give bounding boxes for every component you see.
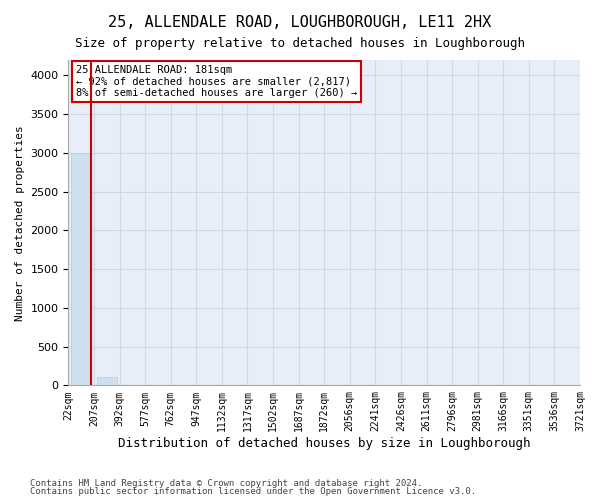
Bar (71, 153, 91, 386)
Bar (97, 377, 117, 386)
X-axis label: Distribution of detached houses by size in Loughborough: Distribution of detached houses by size … (118, 437, 530, 450)
Y-axis label: Number of detached properties: Number of detached properties (15, 125, 25, 320)
Text: 25, ALLENDALE ROAD, LOUGHBOROUGH, LE11 2HX: 25, ALLENDALE ROAD, LOUGHBOROUGH, LE11 2… (109, 15, 491, 30)
Text: 25 ALLENDALE ROAD: 181sqm
← 92% of detached houses are smaller (2,817)
8% of sem: 25 ALLENDALE ROAD: 181sqm ← 92% of detac… (76, 65, 358, 98)
Text: Contains HM Land Registry data © Crown copyright and database right 2024.: Contains HM Land Registry data © Crown c… (30, 478, 422, 488)
Text: Contains public sector information licensed under the Open Government Licence v3: Contains public sector information licen… (30, 487, 476, 496)
Text: Size of property relative to detached houses in Loughborough: Size of property relative to detached ho… (75, 38, 525, 51)
